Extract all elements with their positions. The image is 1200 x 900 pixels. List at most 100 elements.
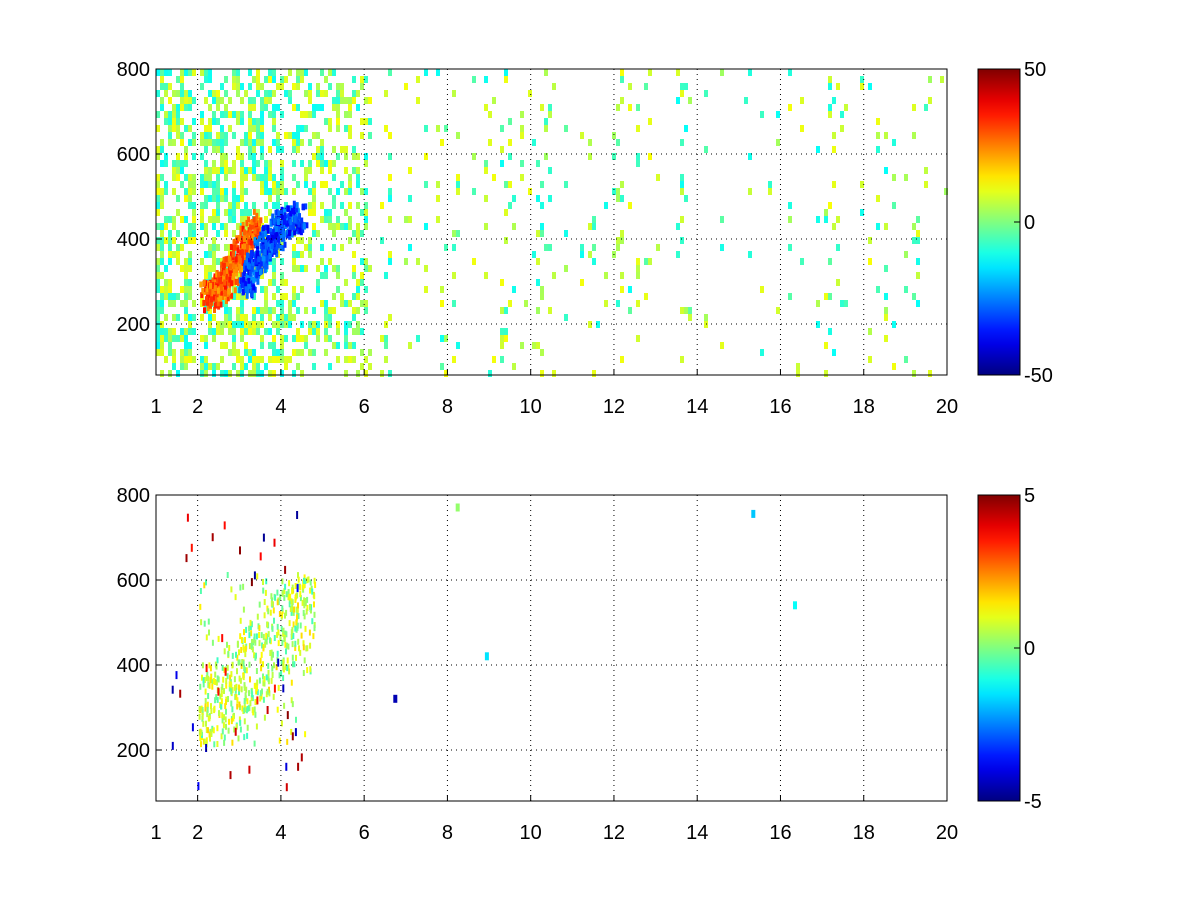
heatmap-cell	[305, 608, 308, 615]
heatmap-cell	[277, 684, 280, 691]
heatmap-cell	[256, 132, 260, 139]
heatmap-cell	[199, 603, 202, 610]
heatmap-cell	[236, 146, 240, 153]
heatmap-cell	[217, 271, 221, 278]
heatmap-cell	[316, 160, 320, 167]
heatmap-cell	[312, 321, 316, 328]
heatmap-cell	[260, 342, 264, 349]
heatmap-cell	[295, 606, 298, 613]
heatmap-cell	[260, 272, 264, 279]
heatmap-cell	[340, 181, 344, 188]
heatmap-cell	[252, 216, 256, 223]
heatmap-cell	[455, 503, 460, 512]
heatmap-cell	[249, 624, 252, 630]
heatmap-cell	[360, 300, 364, 307]
heatmap-cell	[876, 118, 880, 125]
heatmap-cell	[314, 582, 317, 588]
heatmap-cell	[214, 671, 217, 678]
heatmap-cell	[301, 226, 305, 233]
heatmap-cell	[356, 153, 360, 160]
heatmap-cell	[192, 118, 196, 125]
heatmap-cell	[309, 666, 312, 673]
heatmap-cell	[220, 370, 224, 377]
heatmap-cell	[320, 104, 324, 111]
colorbar-tick-label: -50	[1024, 365, 1053, 387]
heatmap-cell	[244, 174, 248, 181]
heatmap-cell	[292, 335, 296, 342]
heatmap-cell	[300, 237, 304, 244]
heatmap-cell	[512, 223, 516, 230]
heatmap-cell	[364, 118, 368, 125]
heatmap-cell	[313, 601, 315, 608]
colorbar-tick-label: -5	[1024, 791, 1042, 813]
heatmap-cell	[172, 314, 176, 321]
heatmap-cell	[380, 202, 384, 209]
heatmap-cell	[252, 363, 256, 370]
heatmap-cell	[208, 662, 211, 669]
heatmap-cell	[248, 765, 251, 774]
heatmap-cell	[328, 335, 332, 342]
heatmap-cell	[228, 111, 232, 118]
heatmap-cell	[245, 626, 248, 633]
heatmap-cell	[248, 258, 251, 264]
heatmap-cell	[258, 601, 261, 608]
heatmap-cell	[259, 217, 263, 224]
heatmap-cell	[328, 307, 332, 314]
heatmap-cell	[271, 665, 274, 672]
heatmap-cell	[208, 174, 212, 181]
heatmap-cell	[452, 356, 456, 363]
heatmap-cell	[344, 209, 348, 216]
heatmap-cell	[336, 111, 340, 118]
heatmap-cell	[270, 234, 274, 241]
heatmap-cell	[252, 139, 256, 146]
heatmap-cell	[302, 204, 306, 211]
heatmap-cell	[284, 90, 288, 97]
heatmap-cell	[548, 307, 552, 314]
heatmap-cell	[252, 321, 256, 328]
heatmap-cell	[199, 683, 202, 690]
heatmap-cell	[228, 685, 231, 692]
heatmap-cell	[256, 264, 260, 270]
heatmap-cell	[180, 97, 184, 104]
heatmap-cell	[240, 363, 244, 370]
heatmap-cell	[248, 349, 252, 356]
heatmap-cell	[860, 209, 864, 216]
heatmap-cell	[171, 741, 174, 750]
heatmap-cell	[255, 668, 258, 674]
heatmap-cell	[648, 69, 652, 76]
heatmap-cell	[240, 181, 244, 188]
heatmap-cell	[252, 146, 256, 153]
heatmap-cell	[304, 125, 308, 132]
heatmap-cell	[156, 174, 160, 181]
heatmap-cell	[492, 97, 496, 104]
heatmap-cell	[298, 213, 301, 220]
heatmap-cell	[241, 222, 245, 228]
heatmap-cell	[220, 223, 224, 230]
heatmap-cell	[280, 279, 284, 286]
heatmap-cell	[320, 139, 324, 146]
heatmap-cell	[172, 188, 176, 195]
heatmap-cell	[198, 706, 201, 713]
heatmap-cell	[184, 363, 188, 370]
heatmap-cell	[208, 265, 212, 272]
heatmap-cell	[216, 696, 219, 703]
heatmap-cell	[188, 279, 192, 286]
heatmap-cell	[636, 160, 640, 167]
heatmap-cell	[248, 146, 252, 153]
heatmap-cell	[264, 181, 268, 188]
heatmap-cell	[201, 287, 205, 294]
heatmap-cell	[249, 250, 253, 257]
heatmap-cell	[344, 370, 348, 377]
heatmap-cell	[207, 727, 209, 734]
heatmap-cell	[238, 701, 241, 708]
heatmap-cell	[824, 216, 828, 223]
heatmap-cell	[188, 258, 192, 265]
heatmap-cell	[168, 244, 172, 251]
heatmap-cell	[704, 90, 708, 97]
heatmap-cell	[500, 328, 504, 335]
heatmap-cell	[218, 710, 220, 717]
heatmap-cell	[224, 167, 228, 174]
heatmap-cell	[184, 104, 188, 111]
heatmap-cell	[208, 195, 212, 202]
